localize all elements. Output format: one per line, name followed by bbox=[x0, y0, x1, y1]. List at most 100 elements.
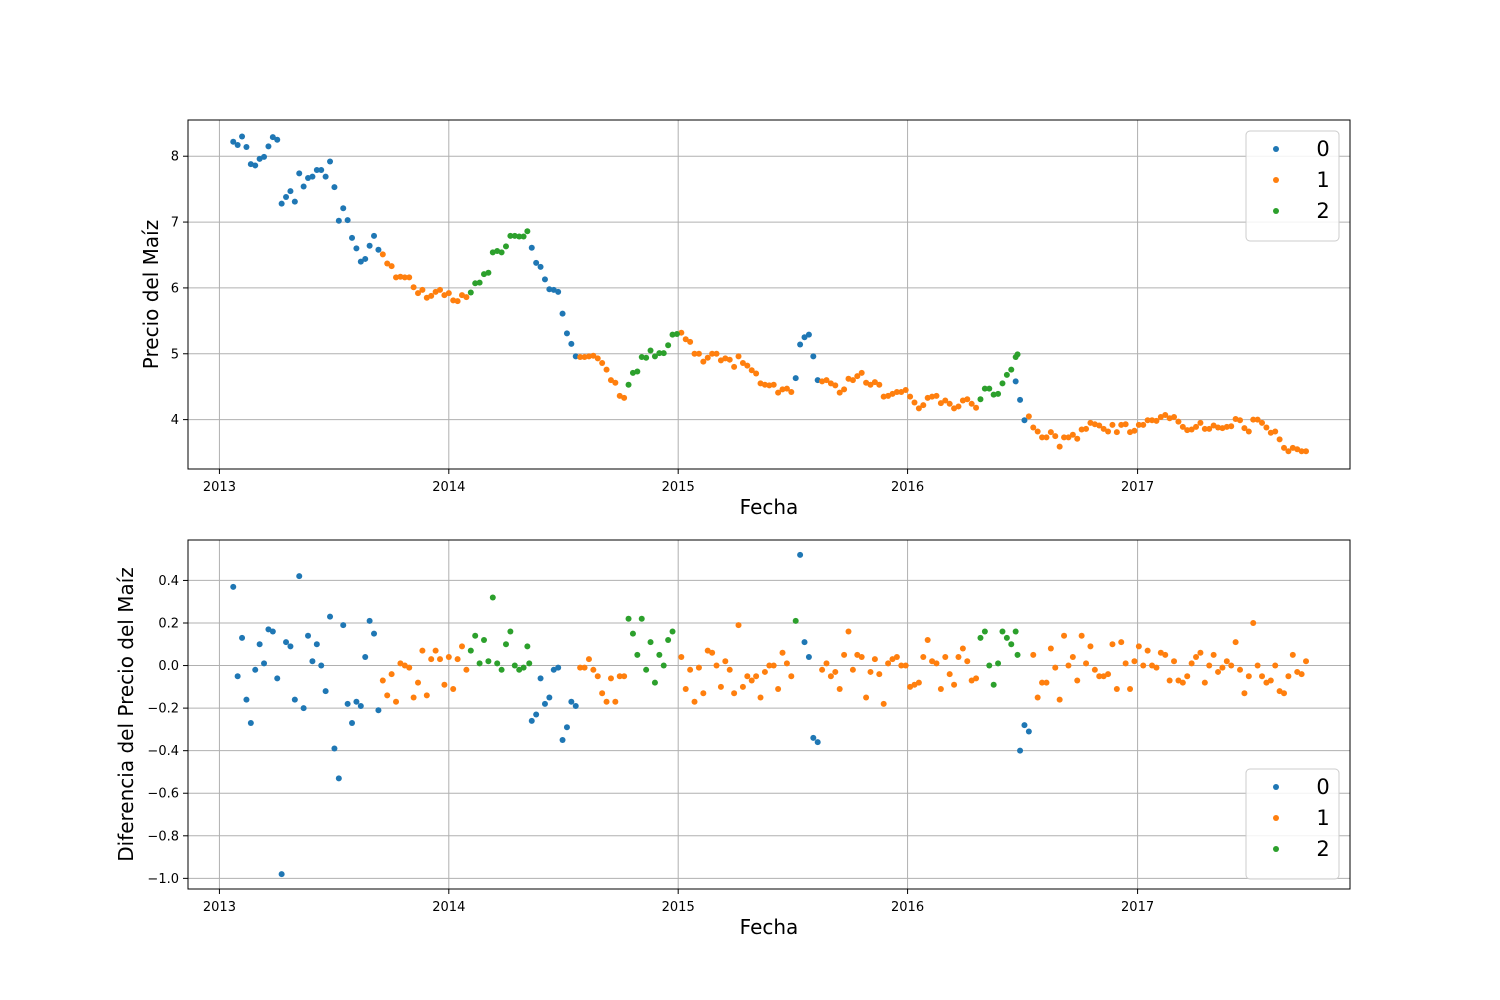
price-point-series-1 bbox=[770, 381, 777, 388]
price-point-series-1 bbox=[964, 396, 971, 403]
diff-point-series-1 bbox=[1254, 662, 1261, 669]
diff-point-series-1 bbox=[585, 656, 592, 663]
diff-point-series-1 bbox=[393, 698, 400, 705]
price-y-tick-label: 7 bbox=[171, 216, 179, 231]
price-point-series-1 bbox=[876, 381, 883, 388]
diff-x-tick-label: 2015 bbox=[662, 900, 695, 915]
diff-point-series-1 bbox=[1087, 643, 1094, 650]
diff-point-series-1 bbox=[415, 679, 422, 686]
diff-point-series-1 bbox=[1118, 639, 1125, 646]
diff-legend-label-0: 0 bbox=[1316, 775, 1329, 799]
diff-point-series-2 bbox=[511, 662, 518, 669]
price-point-series-1 bbox=[1171, 413, 1178, 420]
diff-point-series-1 bbox=[1131, 658, 1138, 665]
diff-y-tick-label: −0.6 bbox=[147, 787, 179, 802]
price-point-series-0 bbox=[362, 255, 369, 262]
price-point-series-1 bbox=[854, 373, 861, 380]
diff-point-series-0 bbox=[559, 737, 566, 744]
price-point-series-0 bbox=[239, 133, 246, 140]
diff-point-series-0 bbox=[568, 698, 575, 705]
price-points bbox=[230, 133, 1310, 455]
diff-point-series-0 bbox=[331, 745, 338, 752]
diff-point-series-2 bbox=[494, 660, 501, 667]
price-x-tick-label: 2016 bbox=[891, 480, 924, 495]
price-point-series-0 bbox=[261, 153, 268, 160]
price-point-series-2 bbox=[516, 233, 523, 240]
diff-point-series-1 bbox=[441, 681, 448, 688]
diff-point-series-1 bbox=[744, 673, 751, 680]
diff-point-series-1 bbox=[841, 651, 848, 658]
price-point-series-1 bbox=[867, 381, 874, 388]
diff-point-series-1 bbox=[748, 677, 755, 684]
price-point-series-1 bbox=[744, 362, 751, 369]
price-point-series-1 bbox=[823, 377, 830, 384]
price-point-series-0 bbox=[230, 138, 237, 145]
diff-point-series-0 bbox=[300, 705, 307, 712]
diff-point-series-1 bbox=[1083, 660, 1090, 667]
diff-point-series-2 bbox=[986, 662, 993, 669]
price-point-series-1 bbox=[1135, 421, 1142, 428]
price-point-series-2 bbox=[634, 368, 641, 375]
price-point-series-0 bbox=[269, 134, 276, 141]
price-point-series-2 bbox=[476, 279, 483, 286]
diff-point-series-1 bbox=[731, 690, 738, 697]
diff-point-series-1 bbox=[1162, 651, 1169, 658]
price-point-series-1 bbox=[1241, 425, 1248, 432]
price-point-series-1 bbox=[1298, 448, 1305, 455]
diff-point-series-1 bbox=[1043, 679, 1050, 686]
diff-point-series-2 bbox=[638, 615, 645, 622]
price-chart: 2013 2014 2015 2016 2017 4 5 6 7 8 Fecha Precio d… bbox=[139, 119, 1351, 519]
diff-point-series-1 bbox=[1065, 662, 1072, 669]
price-point-series-1 bbox=[946, 400, 953, 407]
price-point-series-0 bbox=[322, 173, 329, 180]
price-x-axis-label: Fecha bbox=[740, 495, 799, 519]
price-point-series-1 bbox=[915, 405, 922, 412]
diff-point-series-0 bbox=[322, 688, 329, 695]
diff-point-series-1 bbox=[766, 662, 773, 669]
diff-point-series-0 bbox=[283, 639, 290, 646]
diff-point-series-0 bbox=[252, 666, 259, 673]
price-point-series-1 bbox=[779, 386, 786, 393]
price-point-series-0 bbox=[278, 200, 285, 207]
diff-point-series-0 bbox=[533, 711, 540, 718]
price-point-series-1 bbox=[1179, 423, 1186, 430]
price-point-series-1 bbox=[415, 290, 422, 297]
price-point-series-2 bbox=[977, 396, 984, 403]
diff-point-series-2 bbox=[467, 647, 474, 654]
price-point-series-2 bbox=[999, 380, 1006, 387]
diff-x-axis-label: Fecha bbox=[740, 915, 799, 939]
price-point-series-1 bbox=[1144, 417, 1151, 424]
price-point-series-2 bbox=[647, 347, 654, 354]
price-ticks: 2013 2014 2015 2016 2017 4 5 6 7 8 bbox=[171, 150, 1154, 495]
diff-point-series-1 bbox=[915, 679, 922, 686]
price-point-series-2 bbox=[1003, 371, 1010, 378]
price-y-tick-label: 6 bbox=[171, 281, 179, 296]
diff-legend-box bbox=[1245, 768, 1340, 880]
diff-point-series-1 bbox=[1241, 690, 1248, 697]
diff-point-series-0 bbox=[234, 673, 241, 680]
price-point-series-1 bbox=[1250, 416, 1257, 423]
diff-point-series-0 bbox=[1017, 747, 1024, 754]
price-point-series-2 bbox=[520, 233, 527, 240]
price-x-tick-label: 2015 bbox=[662, 480, 695, 495]
diff-point-series-1 bbox=[1166, 677, 1173, 684]
diff-point-series-2 bbox=[629, 630, 636, 637]
price-point-series-1 bbox=[929, 393, 936, 400]
diff-point-series-0 bbox=[1021, 722, 1028, 729]
price-point-series-1 bbox=[841, 386, 848, 393]
diff-point-series-1 bbox=[1113, 685, 1120, 692]
price-point-series-1 bbox=[858, 369, 865, 376]
diff-y-tick-label: −0.8 bbox=[147, 829, 179, 844]
diff-point-series-1 bbox=[775, 685, 782, 692]
diff-y-tick-label: 0.4 bbox=[158, 574, 179, 589]
diff-point-series-1 bbox=[423, 692, 430, 699]
price-point-series-1 bbox=[621, 394, 628, 401]
diff-point-series-1 bbox=[898, 662, 905, 669]
price-point-series-0 bbox=[344, 217, 351, 224]
price-point-series-0 bbox=[533, 259, 540, 266]
price-point-series-1 bbox=[942, 397, 949, 404]
price-point-series-1 bbox=[1184, 427, 1191, 434]
diff-point-series-1 bbox=[1210, 651, 1217, 658]
diff-point-series-1 bbox=[678, 654, 685, 661]
diff-point-series-1 bbox=[1303, 658, 1310, 665]
